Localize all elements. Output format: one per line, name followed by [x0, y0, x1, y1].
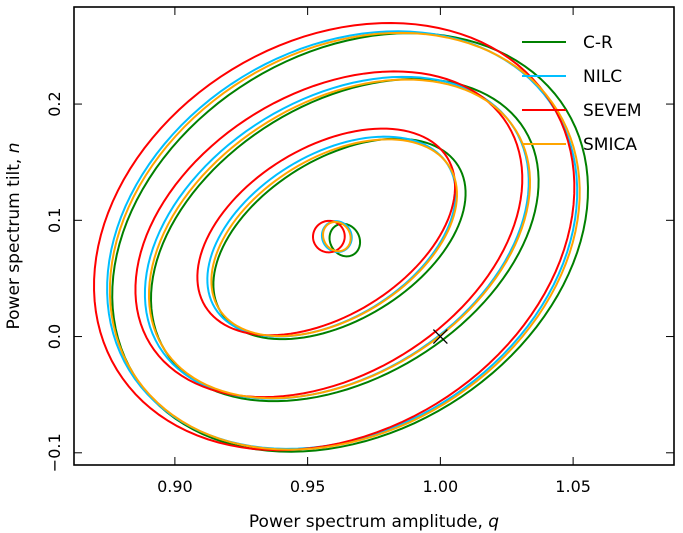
- plot-frame: [73, 6, 675, 466]
- contour-nilc-2: [143, 75, 530, 400]
- y-tick-label: 0.1: [45, 208, 64, 233]
- y-tick-label: 0.0: [45, 324, 64, 349]
- contour-smica-2: [147, 78, 531, 400]
- contour-lines: [93, 21, 589, 453]
- contour-smica-inner: [322, 220, 352, 253]
- cross-marker: [432, 329, 448, 345]
- legend-label-c-r: C-R: [583, 33, 613, 53]
- legend-label-sevem: SEVEM: [583, 101, 642, 121]
- x-axis-label: Power spectrum amplitude, q: [249, 512, 499, 532]
- x-tick-label: 0.90: [157, 477, 193, 496]
- x-tick-label: 0.95: [290, 477, 326, 496]
- contour-sevem-1: [196, 127, 457, 337]
- contour-smica-3: [108, 31, 581, 451]
- legend: C-R NILC SEVEM SMICA: [522, 33, 642, 155]
- contour-sevem-3: [93, 21, 576, 452]
- y-tick-label: 0.2: [45, 91, 64, 116]
- contour-sevem-2: [134, 70, 524, 399]
- legend-label-nilc: NILC: [583, 67, 622, 87]
- legend-label-smica: SMICA: [583, 135, 637, 155]
- contour-smica-1: [210, 138, 458, 338]
- contour-sevem-inner: [312, 219, 346, 254]
- axis-ticks: 0.90 0.95 1.00 1.05 −0.1 0.0 0.1 0.2: [45, 7, 674, 496]
- x-tick-label: 1.05: [555, 477, 591, 496]
- reference-marker: [432, 329, 448, 345]
- contour-c-r-1: [212, 137, 467, 341]
- y-axis-label: Power spectrum tilt, n: [4, 142, 24, 329]
- contour-nilc-1: [206, 135, 457, 338]
- contour-nilc-3: [106, 30, 579, 450]
- x-tick-label: 1.00: [423, 477, 459, 496]
- y-tick-label: −0.1: [45, 433, 64, 472]
